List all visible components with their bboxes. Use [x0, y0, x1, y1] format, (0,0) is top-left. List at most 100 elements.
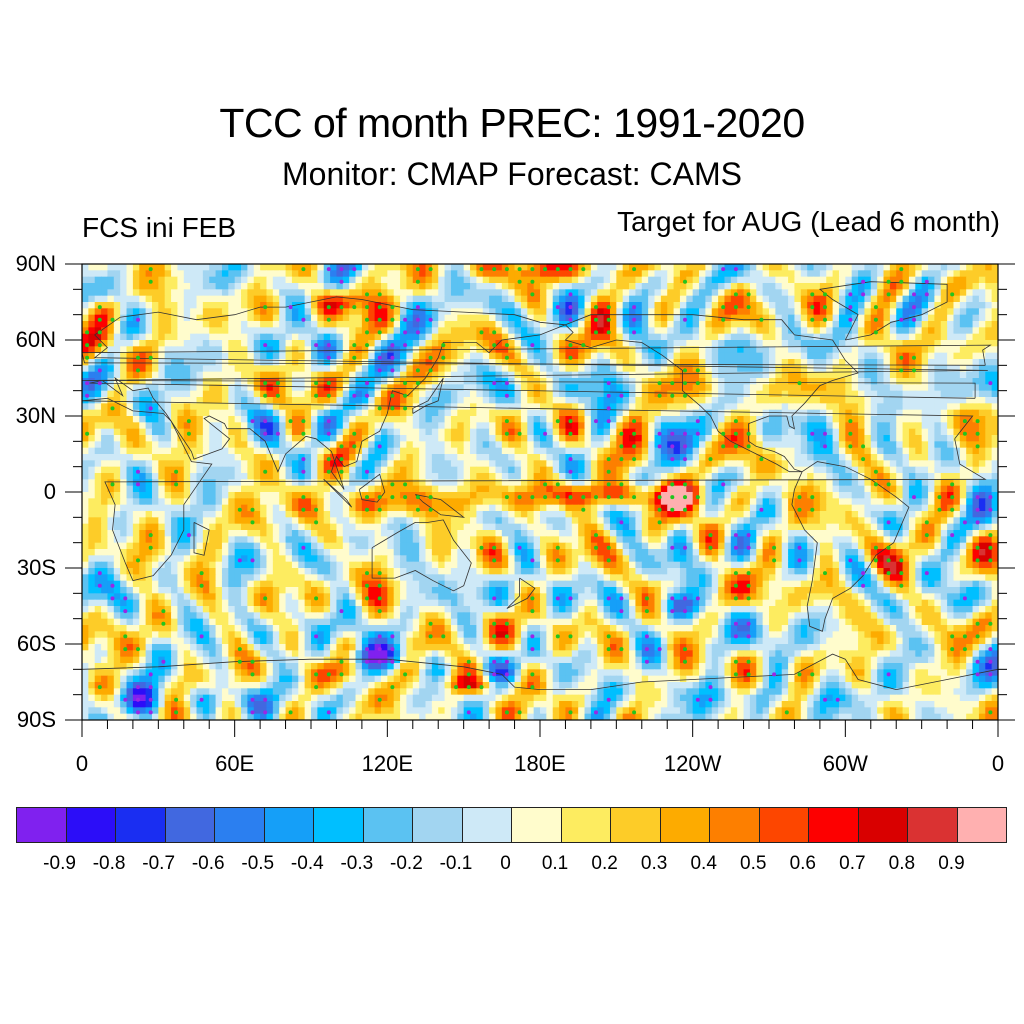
field-cell: [934, 283, 942, 290]
field-cell: [749, 289, 757, 297]
field-cell: [349, 466, 357, 474]
field-cell: [380, 283, 388, 290]
field-cell: [730, 302, 738, 309]
field-cell: [145, 397, 153, 404]
field-cell: [889, 359, 897, 366]
field-cell: [355, 416, 363, 423]
field-cell: [145, 435, 153, 442]
field-cell: [940, 409, 948, 417]
field-cell: [139, 283, 147, 290]
field-cell: [323, 416, 331, 423]
field-cell: [756, 333, 764, 341]
field-cell: [406, 327, 414, 335]
field-cell: [406, 422, 414, 430]
field-cell: [928, 473, 935, 480]
field-cell: [889, 416, 897, 423]
field-cell: [120, 264, 128, 271]
field-cell: [947, 409, 955, 417]
field-cell: [94, 365, 102, 373]
field-cell: [978, 460, 986, 468]
field-cell: [788, 460, 796, 468]
field-cell: [737, 340, 745, 347]
field-cell: [978, 295, 986, 303]
field-cell: [603, 416, 611, 423]
field-cell: [444, 371, 452, 379]
field-cell: [756, 289, 764, 297]
field-cell: [699, 422, 706, 430]
field-cell: [794, 327, 802, 335]
field-cell: [202, 295, 210, 303]
field-cell: [584, 302, 592, 309]
field-cell: [807, 321, 815, 328]
field-cell: [813, 283, 821, 290]
field-cell: [221, 371, 229, 379]
field-cell: [978, 289, 986, 297]
field-cell: [679, 359, 687, 366]
field-cell: [457, 416, 465, 423]
field-cell: [571, 460, 579, 468]
field-cell: [832, 314, 840, 322]
field-cell: [889, 283, 897, 290]
field-cell: [928, 365, 935, 373]
field-cell: [107, 460, 115, 468]
field-cell: [380, 473, 388, 480]
field-cell: [794, 276, 802, 284]
field-cell: [966, 403, 974, 411]
field-cell: [813, 352, 821, 360]
field-cell: [743, 422, 751, 430]
field-cell: [877, 422, 885, 430]
field-cell: [266, 390, 274, 398]
field-cell: [285, 264, 293, 271]
field-cell: [762, 314, 770, 322]
field-cell: [985, 289, 993, 297]
field-cell: [355, 435, 363, 442]
field-cell: [947, 333, 955, 341]
field-cell: [393, 435, 401, 442]
field-cell: [756, 435, 764, 442]
field-cell: [883, 397, 891, 404]
field-cell: [571, 302, 579, 309]
field-cell: [858, 321, 866, 328]
field-cell: [113, 283, 121, 290]
field-cell: [361, 397, 369, 404]
field-cell: [349, 422, 357, 430]
field-cell: [819, 270, 827, 278]
field-cell: [635, 397, 643, 404]
field-cell: [190, 416, 198, 423]
field-cell: [438, 441, 446, 449]
field-cell: [737, 276, 745, 284]
field-cell: [622, 327, 630, 335]
field-cell: [285, 422, 293, 430]
field-cell: [101, 466, 109, 474]
field-cell: [82, 447, 89, 455]
field-cell: [495, 346, 503, 354]
field-cell: [959, 327, 967, 335]
field-cell: [298, 333, 306, 341]
field-cell: [826, 428, 834, 436]
field-cell: [221, 295, 229, 303]
field-cell: [94, 428, 102, 436]
field-cell: [533, 276, 541, 284]
field-cell: [953, 454, 961, 461]
field-cell: [495, 359, 503, 366]
field-cell: [794, 416, 802, 423]
field-cell: [145, 428, 153, 436]
field-cell: [260, 454, 268, 461]
field-cell: [495, 333, 503, 341]
field-cell: [743, 270, 751, 278]
field-cell: [915, 466, 923, 474]
field-cell: [291, 428, 299, 436]
field-cell: [947, 371, 955, 379]
field-cell: [896, 447, 904, 455]
field-cell: [832, 352, 840, 360]
field-cell: [705, 302, 713, 309]
field-cell: [342, 359, 350, 366]
field-cell: [126, 283, 134, 290]
field-cell: [724, 384, 732, 392]
field-cell: [711, 321, 719, 328]
field-cell: [781, 441, 789, 449]
field-cell: [953, 333, 961, 341]
field-cell: [260, 390, 268, 398]
field-cell: [781, 289, 789, 297]
field-cell: [247, 390, 255, 398]
